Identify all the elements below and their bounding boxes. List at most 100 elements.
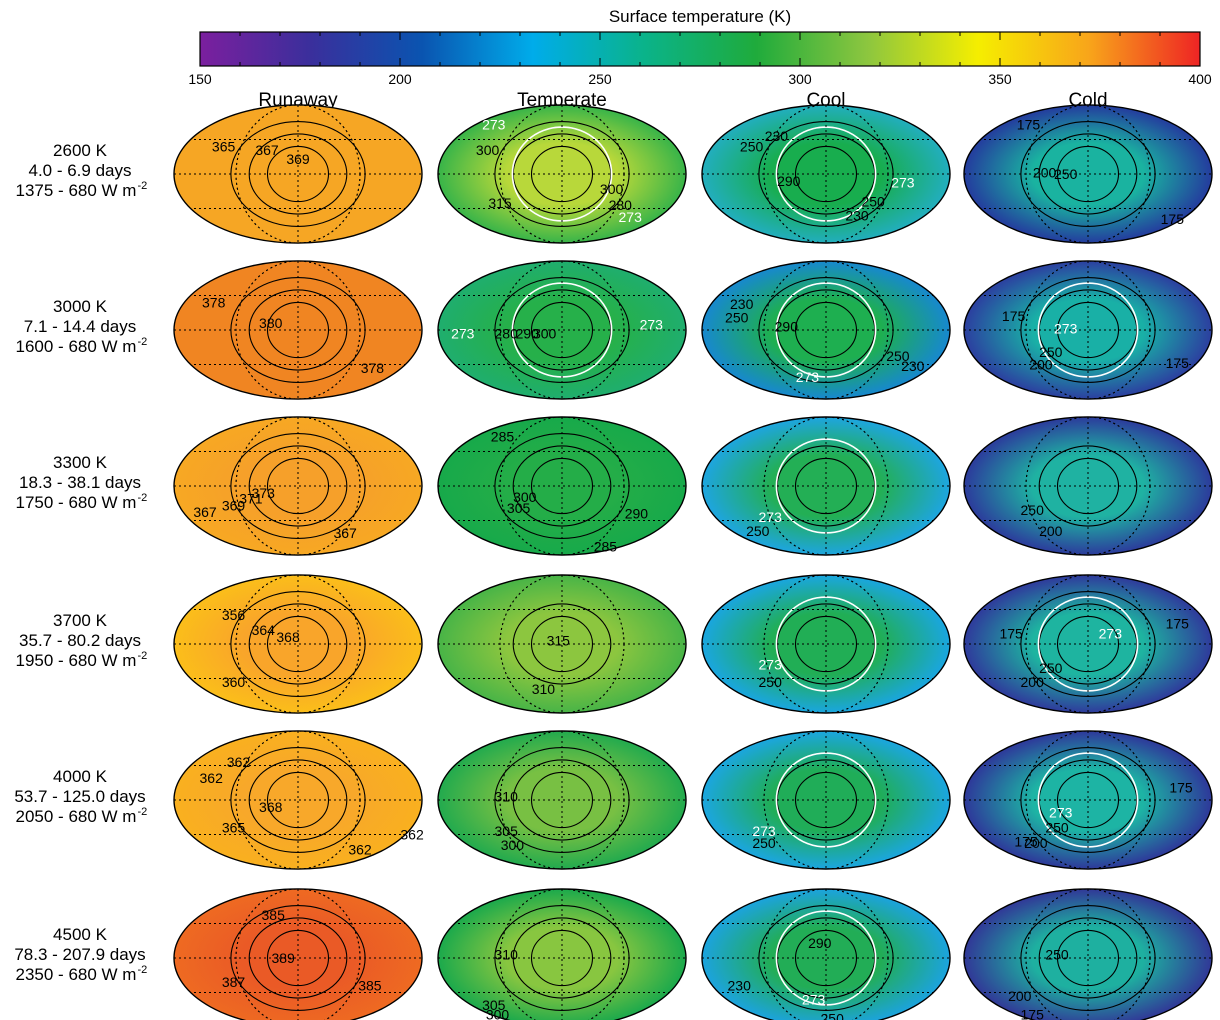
contour-label: 175 [1017,116,1041,132]
contour-label: 200 [1024,835,1048,851]
map-outline [437,260,687,400]
unit-exponent: -2 [137,806,147,818]
contour-label: 300 [486,1007,510,1020]
contour-label: 290 [777,173,801,189]
contour-label: 300 [476,142,500,158]
colorbar: 150 200 250 300 350 400 [188,31,1212,87]
contour-label: 200 [1008,988,1032,1004]
row-label-line: 3700 K [53,611,108,630]
contour-label: 378 [202,294,226,310]
map-panel: 378 380 378 [173,260,423,400]
contour-label: 250 [746,523,770,539]
contour-label: 310 [495,947,519,963]
longitude-line [763,105,889,243]
contour-label: 385 [358,978,382,994]
contour-label: 290 [808,935,832,951]
longitude-line [499,575,625,713]
map-panel: 365 367 369 [173,104,423,244]
contour-label: 290 [625,506,649,522]
contour-label: 200 [1039,523,1063,539]
map-outline [437,888,687,1020]
contour-label: 367 [333,525,357,541]
colorbar-tick-label: 400 [1188,71,1212,87]
longitude-line [1025,888,1151,1020]
contour-label: 273 [802,991,826,1007]
row-label-line: 78.3 - 207.9 days [14,945,145,964]
contour-label: 387 [222,974,246,990]
map-outline [173,104,423,244]
contour-label: 365 [222,820,246,836]
map-outline [701,104,951,244]
contour-label: 273 [1099,626,1123,642]
map-outline [173,888,423,1020]
row-label-line: 35.7 - 80.2 days [19,631,141,650]
row-label-line: 2600 K [53,141,108,160]
longitude-line [499,889,625,1020]
contour-label: 280 [495,325,519,341]
unit-exponent: -2 [137,336,147,348]
colorbar-tick-label: 300 [788,71,812,87]
contour-label: 175 [1014,833,1038,849]
contour-label: 250 [1021,502,1045,518]
contour-label: 250 [1054,166,1078,182]
map-outline [173,730,423,870]
contour-label: 290 [775,319,799,335]
row-label-line: 1600 - 680 W m [16,337,137,356]
longitude-line [235,730,361,870]
contour-label: 273 [1054,321,1078,337]
contour-label: 380 [259,315,283,331]
longitude-line [499,731,625,869]
contour-label: 230 [728,978,752,994]
contour-label: 310 [495,789,519,805]
contour-label: 230 [901,358,925,374]
contour-label: 362 [400,827,424,843]
contour-label: 175 [1021,1007,1045,1020]
row-label-line: 3300 K [53,453,108,472]
contour-label: 369 [286,151,310,167]
longitude-line [235,574,361,714]
contour-label: 175 [1002,308,1026,324]
unit-exponent: -2 [137,492,147,504]
contour-label: 250 [759,674,783,690]
contour-label: 362 [227,754,251,770]
colorbar-tick-label: 350 [988,71,1012,87]
longitude-line [499,261,625,399]
map-outline [963,416,1213,556]
longitude-line [1025,730,1151,870]
map-outline [437,416,687,556]
map-outline [701,730,951,870]
contour-label: 315 [488,195,512,211]
row-label-line: 1750 - 680 W m [16,493,137,512]
map-panel: 290 230 273 250 [701,888,951,1020]
longitude-line [499,417,625,555]
longitude-line [1025,260,1151,400]
map-outline [437,730,687,870]
contour-label: 250 [752,835,776,851]
contour-label: 273 [640,316,664,332]
contour-label: 310 [532,681,556,697]
contour-label: 305 [482,997,506,1013]
contour-label: 273 [759,509,783,525]
longitude-line [763,261,889,399]
contour-label: 285 [594,539,618,555]
contour-label: 300 [533,325,557,341]
contour-label: 273 [619,209,643,225]
row-label-line: 1950 - 680 W m [16,651,137,670]
row-label-line: 2350 - 680 W m [16,965,137,984]
contour-label: 250 [740,138,764,154]
contour-label: 360 [222,674,246,690]
contour-label: 175 [1166,355,1190,371]
contour-label: 356 [222,607,246,623]
contour-label: 273 [1049,804,1073,820]
